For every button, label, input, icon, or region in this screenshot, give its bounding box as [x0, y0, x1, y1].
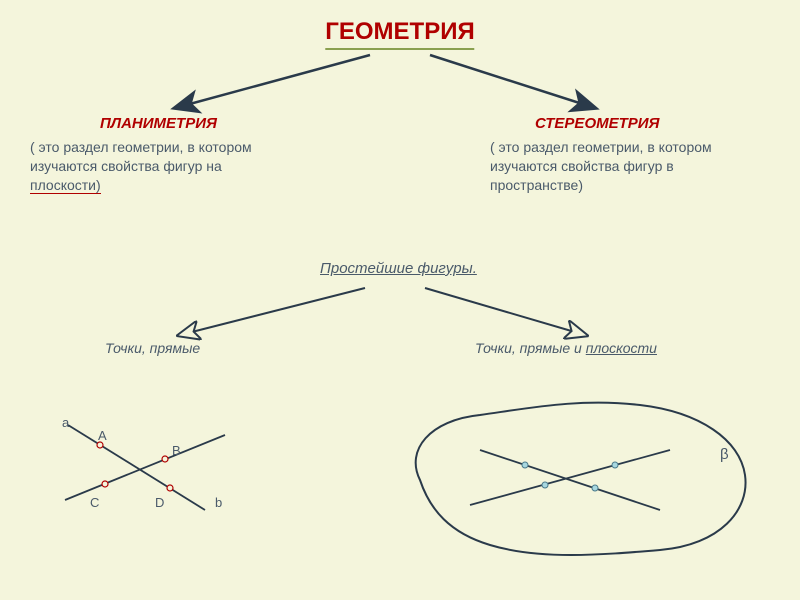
subtitle: Простейшие фигуры. — [320, 260, 477, 277]
desc-line: ( это раздел геометрии, в котором — [490, 139, 712, 155]
desc-line: пространстве) — [490, 177, 583, 193]
cat-part: Точки, прямые и — [475, 340, 586, 356]
fig2-label-beta: β — [720, 446, 729, 463]
fig2-line2 — [470, 450, 670, 505]
fig1-label-C: C — [90, 495, 99, 510]
fig1-line-a — [68, 425, 205, 510]
category-left: Точки, прямые — [105, 340, 200, 356]
fig2-point — [542, 482, 548, 488]
fig1-label-D: D — [155, 495, 164, 510]
fig1-point — [102, 481, 108, 487]
branch-left-desc: ( это раздел геометрии, в котором изучаю… — [30, 138, 252, 195]
branch-right-label: СТЕРЕОМЕТРИЯ — [535, 115, 660, 132]
arrow-top-left — [175, 55, 370, 108]
fig1-point — [162, 456, 168, 462]
fig1-label-A: A — [98, 428, 107, 443]
fig2-line1 — [480, 450, 660, 510]
arrow-top-right — [430, 55, 595, 108]
diagram-svg — [0, 0, 800, 600]
branch-right-desc: ( это раздел геометрии, в котором изучаю… — [490, 138, 800, 195]
category-right: Точки, прямые и плоскости — [475, 340, 657, 356]
arrow-mid-left — [180, 288, 365, 335]
desc-line: ( это раздел геометрии, в котором — [30, 139, 252, 155]
fig2-point — [522, 462, 528, 468]
fig1-label-a: a — [62, 415, 69, 430]
fig1-line-b — [65, 435, 225, 500]
fig2-point — [612, 462, 618, 468]
desc-line: изучаются свойства фигур на — [30, 158, 222, 174]
branch-left-label: ПЛАНИМЕТРИЯ — [100, 115, 217, 132]
fig2-plane-blob — [416, 403, 746, 555]
arrow-mid-right — [425, 288, 585, 335]
desc-line: плоскости) — [30, 177, 101, 194]
desc-line: изучаются свойства фигур в — [490, 158, 674, 174]
fig1-label-b: b — [215, 495, 222, 510]
fig1-label-B: B — [172, 443, 181, 458]
cat-part: плоскости — [586, 340, 657, 356]
fig2-point — [592, 485, 598, 491]
fig1-point — [167, 485, 173, 491]
